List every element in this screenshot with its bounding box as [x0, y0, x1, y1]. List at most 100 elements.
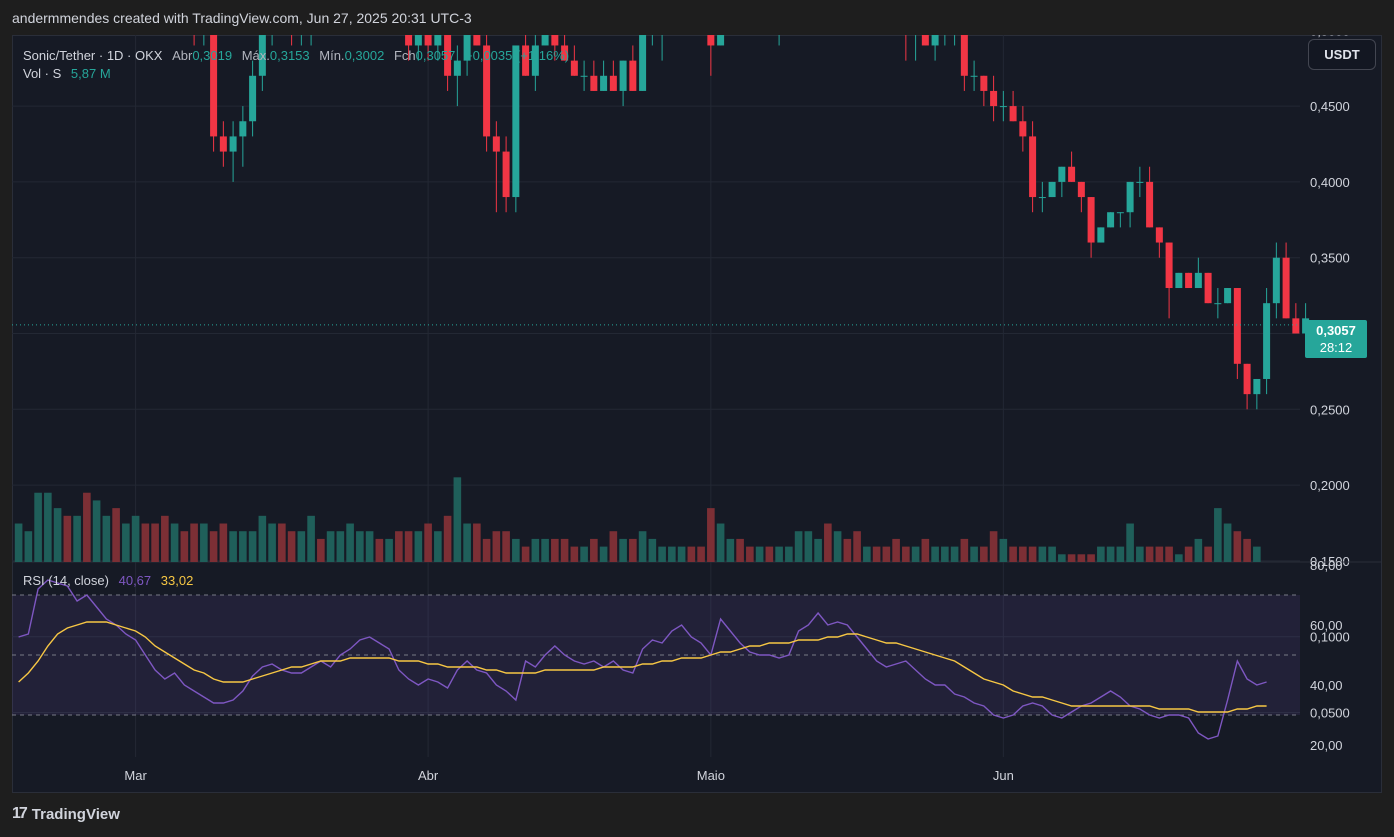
price-tick-label: 0,1000 [1310, 630, 1350, 645]
volume-bar [785, 546, 793, 562]
volume-bar [248, 531, 257, 562]
candle-body [1126, 181, 1134, 213]
high-label: Máx. [241, 48, 270, 63]
price-tick-label: 0,0500 [1310, 706, 1350, 721]
candle-body [1136, 181, 1144, 183]
candle-body [1097, 227, 1105, 243]
chart-caption: andermmendes created with TradingView.co… [12, 10, 472, 26]
volume-bar [668, 546, 676, 562]
candle-body [541, 35, 549, 46]
volume-bar [317, 538, 325, 562]
candle-body [1224, 288, 1232, 304]
volume-bar [677, 546, 686, 562]
tradingview-footer[interactable]: 17 TradingView [12, 805, 120, 823]
volume-bar [1136, 546, 1144, 562]
chart-panel[interactable] [12, 35, 1382, 793]
volume-bar [1019, 546, 1027, 562]
volume-bar [151, 523, 159, 562]
volume-bar [190, 523, 198, 562]
volume-bar [200, 523, 208, 562]
volume-label[interactable]: Vol · S [23, 66, 62, 81]
volume-bar [14, 523, 23, 562]
volume-bar [1243, 538, 1251, 562]
volume-bar [1253, 546, 1261, 562]
candle-body [629, 60, 637, 91]
volume-bar [44, 492, 52, 562]
volume-legend: Vol · S 5,87 M [23, 66, 111, 81]
volume-bar [1106, 546, 1115, 562]
volume-bar [1233, 531, 1242, 562]
volume-bar [297, 531, 306, 562]
currency-button[interactable]: USDT [1308, 39, 1376, 70]
volume-bar [882, 546, 891, 562]
volume-bar [950, 546, 959, 562]
candle-body [463, 35, 471, 61]
high-value: 0,3153 [269, 48, 310, 63]
volume-bar [287, 531, 296, 562]
volume-bar [492, 531, 501, 562]
candle-body [258, 35, 266, 76]
volume-bar [326, 531, 335, 562]
candle-body [210, 35, 218, 137]
candle-body [1214, 303, 1222, 305]
volume-bar [336, 531, 345, 562]
volume-bar [1077, 554, 1086, 562]
candle-body [639, 35, 647, 91]
candle-body [600, 75, 608, 91]
close-value: 0,3057 [415, 48, 456, 63]
price-tick-label: 0,1500 [1310, 554, 1350, 569]
candle-body [444, 35, 452, 76]
volume-bar [960, 538, 969, 562]
volume-bar [122, 523, 130, 562]
volume-bar [141, 523, 150, 562]
candle-body [1155, 227, 1163, 243]
volume-bar [112, 508, 120, 562]
candle-body [414, 35, 422, 46]
symbol-name[interactable]: Sonic/Tether · 1D · OKX [23, 48, 163, 63]
candle-body [405, 35, 413, 46]
brand-name: TradingView [31, 805, 120, 823]
volume-bar [180, 531, 189, 562]
candle-body [1116, 212, 1124, 214]
volume-bar [83, 492, 91, 562]
volume-bar [1175, 554, 1183, 562]
candle-body [921, 35, 929, 46]
candle-body [619, 60, 627, 91]
volume-bar [1009, 546, 1017, 562]
rsi-tick-label: 20,00 [1310, 738, 1343, 753]
volume-bar [229, 531, 237, 562]
volume-bar [609, 531, 618, 562]
volume-bar [619, 538, 627, 562]
volume-bar [1067, 554, 1076, 562]
low-label: Mín. [319, 48, 345, 63]
tradingview-logo-icon: 17 [12, 805, 28, 822]
volume-bar [921, 538, 930, 562]
volume-bar [707, 508, 715, 562]
volume-bar [892, 538, 900, 562]
candle-body [453, 60, 461, 76]
volume-bar [1145, 546, 1154, 562]
volume-bar [736, 538, 744, 562]
candle-body [1048, 181, 1056, 198]
candle-body [1204, 272, 1212, 304]
volume-bar [872, 546, 881, 562]
bar-countdown: 28:12 [1319, 340, 1353, 355]
volume-bar [980, 546, 988, 562]
volume-bar [843, 538, 852, 562]
volume-bar [1165, 546, 1173, 562]
candle-body [1077, 181, 1085, 198]
volume-bar [863, 546, 871, 562]
volume-bar [1194, 538, 1203, 562]
volume-bar [404, 531, 413, 562]
volume-bar [541, 538, 549, 562]
rsi-label[interactable]: RSI (14, close) [23, 573, 109, 588]
candle-body [249, 75, 257, 122]
candle-body [1263, 303, 1271, 379]
price-chart[interactable]: 0,60000,55000,50000,45000,40000,35000,30… [12, 35, 1382, 793]
close-label: Fch [393, 48, 416, 63]
volume-bar [512, 538, 520, 562]
volume-bar [502, 531, 510, 562]
time-tick-label: Jun [993, 768, 1014, 783]
volume-bar [590, 538, 598, 562]
rsi-line [18, 579, 1267, 740]
